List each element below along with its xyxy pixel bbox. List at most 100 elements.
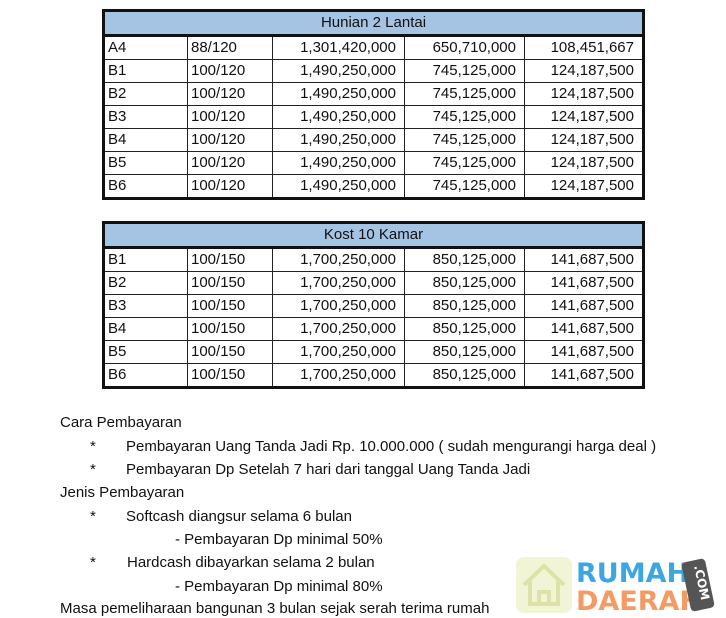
note-softcash-dp: - Pembayaran Dp minimal 50%	[175, 531, 383, 548]
table-cell: 850,125,000	[404, 271, 525, 295]
table-cell: 108,451,667	[524, 35, 644, 60]
table-cell: 100/150	[187, 340, 273, 364]
table-cell: 141,687,500	[524, 317, 644, 341]
table-row: B3 100/150 1,700,250,000 850,125,000 141,687…	[103, 294, 644, 318]
table-cell: 124,187,500	[524, 151, 644, 175]
heading-jenis-pembayaran: Jenis Pembayaran	[60, 484, 185, 501]
table-cell: 124,187,500	[524, 59, 644, 83]
table-cell: 745,125,000	[404, 82, 525, 106]
table-cell: B6	[103, 174, 188, 199]
table-hunian-2-lantai: Hunian 2 Lantai A4 88/120 1,301,420,000 650,…	[102, 9, 645, 200]
table-cell: B2	[103, 271, 188, 295]
table-cell: B1	[103, 247, 188, 272]
table-cell: 1,700,250,000	[272, 294, 405, 318]
bullet: *	[90, 438, 96, 455]
watermark-logo: RUMAH DAERAH .COM	[516, 557, 715, 617]
table-cell: 124,187,500	[524, 82, 644, 106]
table-cell: 1,490,250,000	[272, 59, 405, 83]
logo-text-rumah: RUMAH	[576, 558, 689, 589]
table-cell: 100/150	[187, 363, 273, 388]
table-row: B6 100/120 1,490,250,000 745,125,000 124,187…	[103, 174, 644, 199]
note-hardcash: Hardcash dibayarkan selama 2 bulan	[127, 554, 375, 571]
table-cell: 1,490,250,000	[272, 151, 405, 175]
table-cell: 100/150	[187, 271, 273, 295]
table-cell: B1	[103, 59, 188, 83]
table-cell: 1,490,250,000	[272, 128, 405, 152]
table-cell: 124,187,500	[524, 105, 644, 129]
table-row: A4 88/120 1,301,420,000 650,710,000 108,451,…	[103, 35, 644, 60]
table-cell: 1,700,250,000	[272, 271, 405, 295]
table-cell: 100/120	[187, 59, 273, 83]
table-cell: 1,700,250,000	[272, 340, 405, 364]
table-cell: 850,125,000	[404, 247, 525, 272]
table-cell: 141,687,500	[524, 247, 644, 272]
table-cell: 100/150	[187, 294, 273, 318]
table-row: B2 100/150 1,700,250,000 850,125,000 141,687…	[103, 271, 644, 295]
table-cell: 745,125,000	[404, 105, 525, 129]
note-uang-tanda-jadi: Pembayaran Uang Tanda Jadi Rp. 10.000.00…	[126, 438, 657, 455]
table-kost-10-kamar: Kost 10 Kamar B1 100/150 1,700,250,000 850,1…	[102, 221, 645, 389]
table-cell: B4	[103, 128, 188, 152]
table-cell: 100/120	[187, 174, 273, 199]
table-cell: 850,125,000	[404, 363, 525, 388]
note-masa-pemeliharaan: Masa pemeliharaan bangunan 3 bulan sejak…	[60, 600, 490, 617]
table-cell: 745,125,000	[404, 59, 525, 83]
table-row: B5 100/150 1,700,250,000 850,125,000 141,687…	[103, 340, 644, 364]
table-row: B5 100/120 1,490,250,000 745,125,000 124,187…	[103, 151, 644, 175]
table-cell: 100/120	[187, 128, 273, 152]
table-cell: 1,700,250,000	[272, 247, 405, 272]
table-cell: 1,301,420,000	[272, 35, 405, 60]
table-cell: 850,125,000	[404, 340, 525, 364]
table-cell: 1,490,250,000	[272, 105, 405, 129]
logo-text-daerah: DAERAH	[576, 586, 702, 617]
note-softcash: Softcash diangsur selama 6 bulan	[126, 508, 352, 525]
table-row: B1 100/120 1,490,250,000 745,125,000 124,187…	[103, 59, 644, 83]
table-cell: 1,490,250,000	[272, 174, 405, 199]
table-cell: 650,710,000	[404, 35, 525, 60]
table-cell: 124,187,500	[524, 128, 644, 152]
table-row: B1 100/150 1,700,250,000 850,125,000 141,687…	[103, 247, 644, 272]
table-cell: 100/120	[187, 82, 273, 106]
table-cell: 745,125,000	[404, 174, 525, 199]
note-dp: Pembayaran Dp Setelah 7 hari dari tangga…	[126, 461, 531, 478]
table-cell: 1,700,250,000	[272, 317, 405, 341]
table-cell: 124,187,500	[524, 174, 644, 199]
bullet: *	[90, 508, 96, 525]
table-row: B2 100/120 1,490,250,000 745,125,000 124,187…	[103, 82, 644, 106]
table-cell: 745,125,000	[404, 151, 525, 175]
table-title: Hunian 2 Lantai	[103, 10, 644, 37]
table-cell: B2	[103, 82, 188, 106]
table-cell: B3	[103, 294, 188, 318]
table-header-row: Hunian 2 Lantai	[103, 10, 644, 37]
table-cell: 850,125,000	[404, 294, 525, 318]
table-cell: 88/120	[187, 35, 273, 60]
table-cell: B5	[103, 151, 188, 175]
table-row: B4 100/150 1,700,250,000 850,125,000 141,687…	[103, 317, 644, 341]
table-cell: 141,687,500	[524, 271, 644, 295]
table-row: B6 100/150 1,700,250,000 850,125,000 141,687…	[103, 363, 644, 388]
table-cell: 141,687,500	[524, 363, 644, 388]
heading-cara-pembayaran: Cara Pembayaran	[60, 414, 182, 431]
table-cell: B6	[103, 363, 188, 388]
table-cell: 100/120	[187, 105, 273, 129]
table-cell: B4	[103, 317, 188, 341]
table-cell: B3	[103, 105, 188, 129]
table-cell: 745,125,000	[404, 128, 525, 152]
table-row: B3 100/120 1,490,250,000 745,125,000 124,187…	[103, 105, 644, 129]
table-cell: 141,687,500	[524, 340, 644, 364]
table-row: B4 100/120 1,490,250,000 745,125,000 124,187…	[103, 128, 644, 152]
table-cell: B5	[103, 340, 188, 364]
table-cell: 100/120	[187, 151, 273, 175]
table-title: Kost 10 Kamar	[103, 222, 644, 249]
table-header-row: Kost 10 Kamar	[103, 222, 644, 249]
table-cell: 1,700,250,000	[272, 363, 405, 388]
table-cell: 100/150	[187, 247, 273, 272]
note-hardcash-dp: - Pembayaran Dp minimal 80%	[175, 578, 383, 595]
table-cell: 141,687,500	[524, 294, 644, 318]
table-cell: 1,490,250,000	[272, 82, 405, 106]
bullet: *	[90, 461, 96, 478]
table-cell: 850,125,000	[404, 317, 525, 341]
bullet: *	[90, 554, 96, 571]
table-cell: A4	[103, 35, 188, 60]
table-cell: 100/150	[187, 317, 273, 341]
